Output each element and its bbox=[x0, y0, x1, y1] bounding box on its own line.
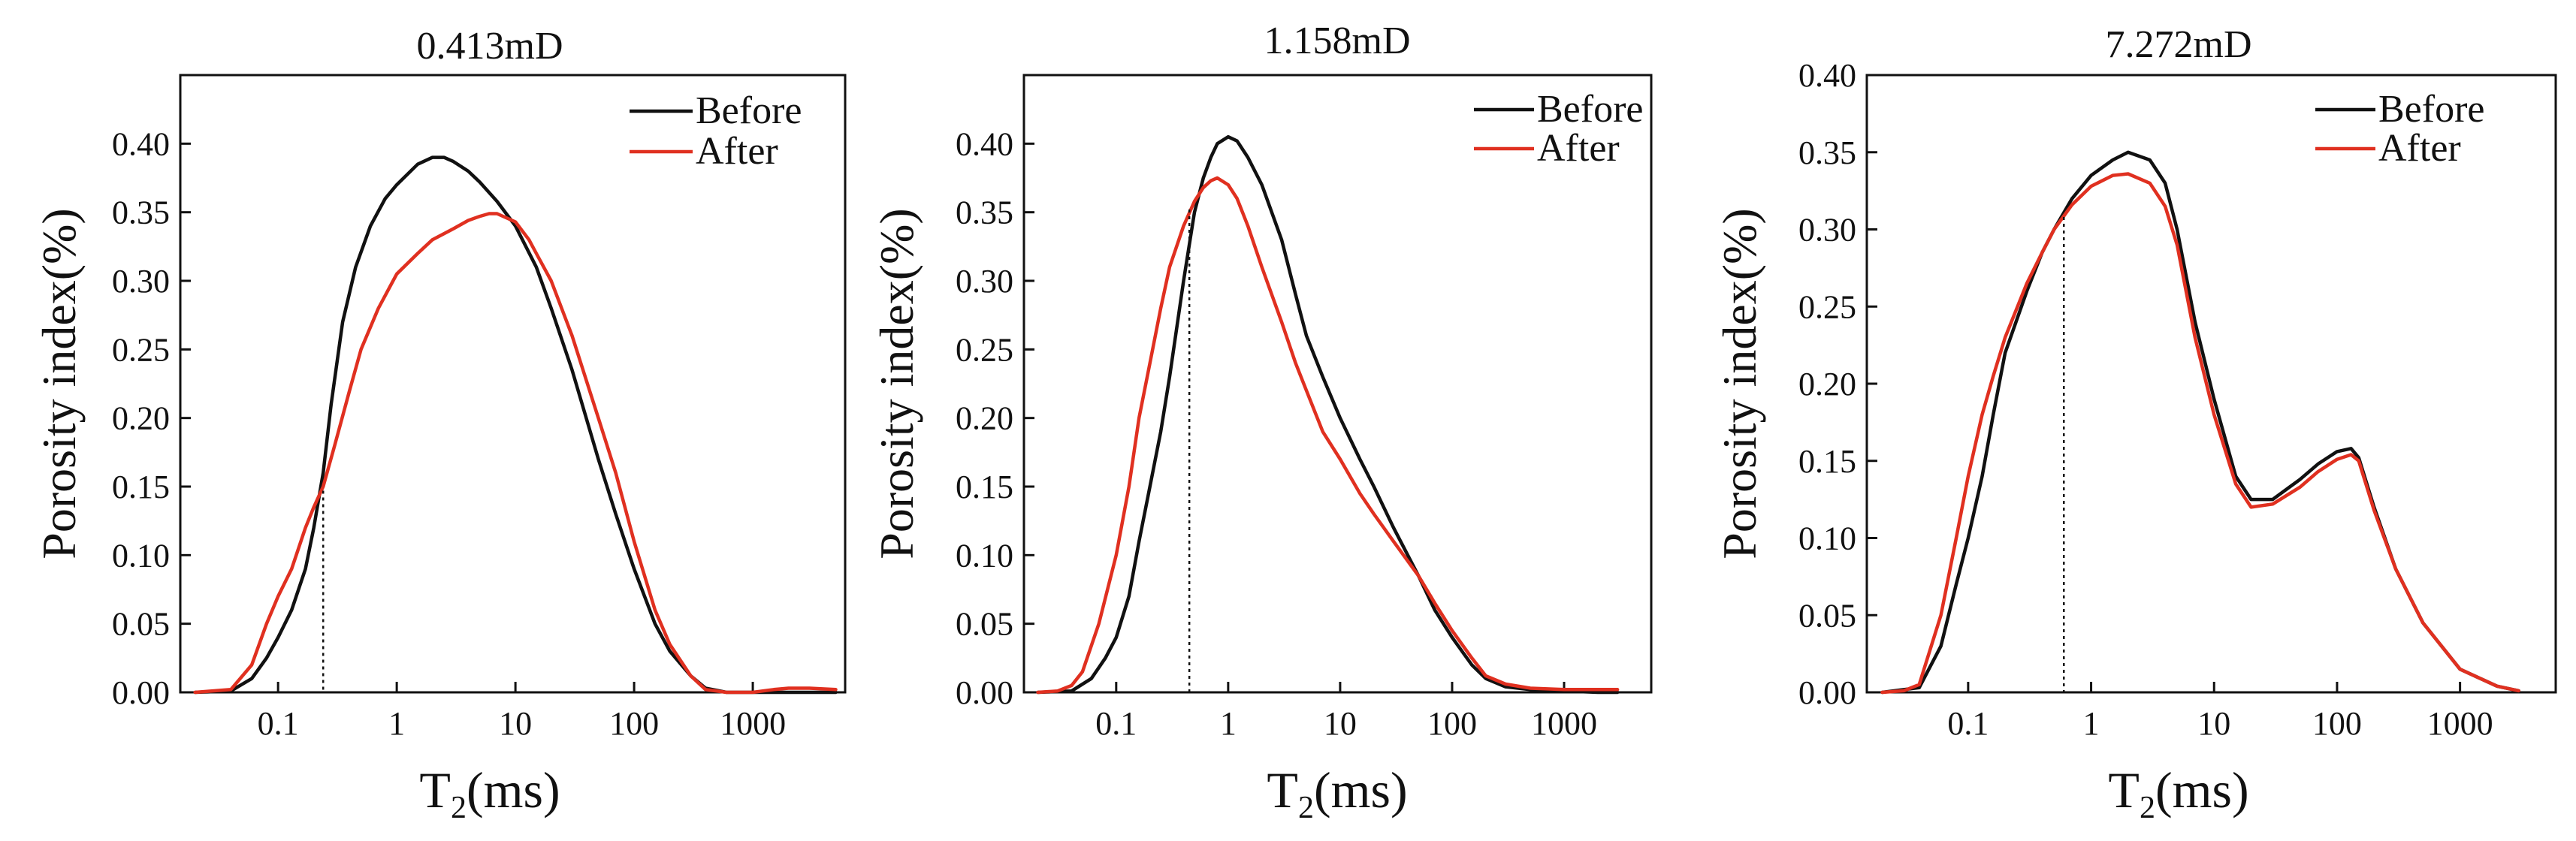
legend-label-before: Before bbox=[1537, 88, 1643, 131]
legend-label-after: After bbox=[1537, 127, 1620, 170]
y-axis-label: Porosity index(%) bbox=[1713, 208, 1766, 559]
y-tick-label: 0.15 bbox=[956, 469, 1013, 505]
x-axis: 0.1 1 10 100 1000 bbox=[1095, 682, 1597, 742]
y-tick-label: 0.30 bbox=[1798, 212, 1856, 249]
x-tick-label: 0.1 bbox=[1095, 705, 1137, 742]
plot-frame bbox=[179, 74, 847, 694]
y-tick-label: 0.30 bbox=[112, 263, 170, 300]
x-axis-label: T2(ms) bbox=[1267, 761, 1407, 825]
series-line-before bbox=[1036, 134, 1620, 695]
chart-title: 0.413mD bbox=[417, 25, 563, 68]
y-tick-label: 0.40 bbox=[956, 125, 1013, 162]
legend-label-before: Before bbox=[696, 89, 802, 132]
y-tick-label: 0.00 bbox=[1798, 674, 1856, 711]
y-tick-label: 0.05 bbox=[1798, 597, 1856, 634]
series-group bbox=[193, 155, 838, 695]
x-tick-label: 100 bbox=[2312, 705, 2362, 742]
y-axis: 0.00 0.05 0.10 0.15 0.20 0.25 0.30 0.35 0.40 bbox=[1798, 57, 1877, 711]
x-tick-label: 1 bbox=[388, 705, 405, 742]
y-tick-label: 0.25 bbox=[112, 331, 170, 368]
x-tick-label: 100 bbox=[1427, 705, 1477, 742]
x-tick-label: 10 bbox=[1324, 705, 1357, 742]
y-tick-label: 0.20 bbox=[1798, 366, 1856, 402]
legend-label-after: After bbox=[2378, 127, 2461, 170]
series-group bbox=[1036, 134, 1620, 695]
x-tick-label: 1 bbox=[2083, 705, 2100, 742]
y-tick-label: 0.15 bbox=[112, 469, 170, 505]
y-tick-label: 0.20 bbox=[956, 400, 1013, 437]
y-tick-label: 0.25 bbox=[956, 331, 1013, 368]
legend-label-before: Before bbox=[2378, 88, 2484, 131]
x-axis: 0.1 1 10 100 1000 bbox=[258, 682, 786, 742]
y-tick-label: 0.40 bbox=[1798, 57, 1856, 94]
x-axis-label: T2(ms) bbox=[419, 761, 560, 825]
chart-panel-7272md: 7.272mD 0.00 0.05 0.10 0.15 0.20 0.25 0.30 0.35… bbox=[1713, 23, 2557, 825]
legend: Before After bbox=[1474, 88, 1643, 170]
x-tick-label: 0.1 bbox=[258, 705, 299, 742]
y-axis: 0.00 0.05 0.10 0.15 0.20 0.25 0.30 0.35 0.40 bbox=[112, 125, 191, 711]
x-tick-label: 1 bbox=[1220, 705, 1237, 742]
x-tick-label: 1000 bbox=[2427, 705, 2493, 742]
chart-panel-0413md: 0.413mD 0.00 0.05 0.10 0.15 0.20 0.25 0.30 0.35… bbox=[32, 25, 847, 825]
y-tick-label: 0.35 bbox=[956, 194, 1013, 231]
x-tick-label: 10 bbox=[499, 705, 532, 742]
y-tick-label: 0.00 bbox=[956, 674, 1013, 711]
y-tick-label: 0.40 bbox=[112, 125, 170, 162]
y-tick-label: 0.35 bbox=[1798, 134, 1856, 171]
x-tick-label: 10 bbox=[2197, 705, 2230, 742]
y-tick-label: 0.05 bbox=[112, 606, 170, 643]
y-tick-label: 0.10 bbox=[956, 537, 1013, 574]
y-axis-label: Porosity index(%) bbox=[32, 208, 86, 559]
y-tick-label: 0.05 bbox=[956, 606, 1013, 643]
y-tick-label: 0.15 bbox=[1798, 443, 1856, 480]
plot-frame bbox=[1022, 74, 1653, 694]
series-group bbox=[1880, 150, 2520, 695]
x-tick-label: 100 bbox=[609, 705, 659, 742]
x-axis-label: T2(ms) bbox=[2108, 761, 2248, 825]
chart-panel-1158md: 1.158mD 0.00 0.05 0.10 0.15 0.20 0.25 0.30 0.35… bbox=[870, 20, 1653, 825]
series-line-after bbox=[1036, 176, 1620, 695]
series-line-after bbox=[193, 212, 838, 695]
y-tick-label: 0.10 bbox=[112, 537, 170, 574]
y-tick-label: 0.20 bbox=[112, 400, 170, 437]
x-tick-label: 1000 bbox=[1531, 705, 1597, 742]
y-tick-label: 0.35 bbox=[112, 194, 170, 231]
y-axis-label: Porosity index(%) bbox=[870, 208, 923, 559]
x-tick-label: 1000 bbox=[720, 705, 786, 742]
x-axis: 0.1 1 10 100 1000 bbox=[1947, 682, 2493, 742]
x-tick-label: 0.1 bbox=[1947, 705, 1989, 742]
legend-label-after: After bbox=[696, 130, 778, 173]
series-line-after bbox=[1880, 172, 2520, 695]
y-tick-label: 0.00 bbox=[112, 674, 170, 711]
chart-title: 7.272mD bbox=[2106, 23, 2252, 66]
legend: Before After bbox=[630, 89, 802, 173]
y-tick-label: 0.30 bbox=[956, 263, 1013, 300]
y-axis: 0.00 0.05 0.10 0.15 0.20 0.25 0.30 0.35 0.40 bbox=[956, 125, 1034, 711]
chart-title: 1.158mD bbox=[1264, 20, 1411, 62]
y-tick-label: 0.25 bbox=[1798, 288, 1856, 325]
legend: Before After bbox=[2315, 88, 2484, 170]
y-tick-label: 0.10 bbox=[1798, 520, 1856, 557]
